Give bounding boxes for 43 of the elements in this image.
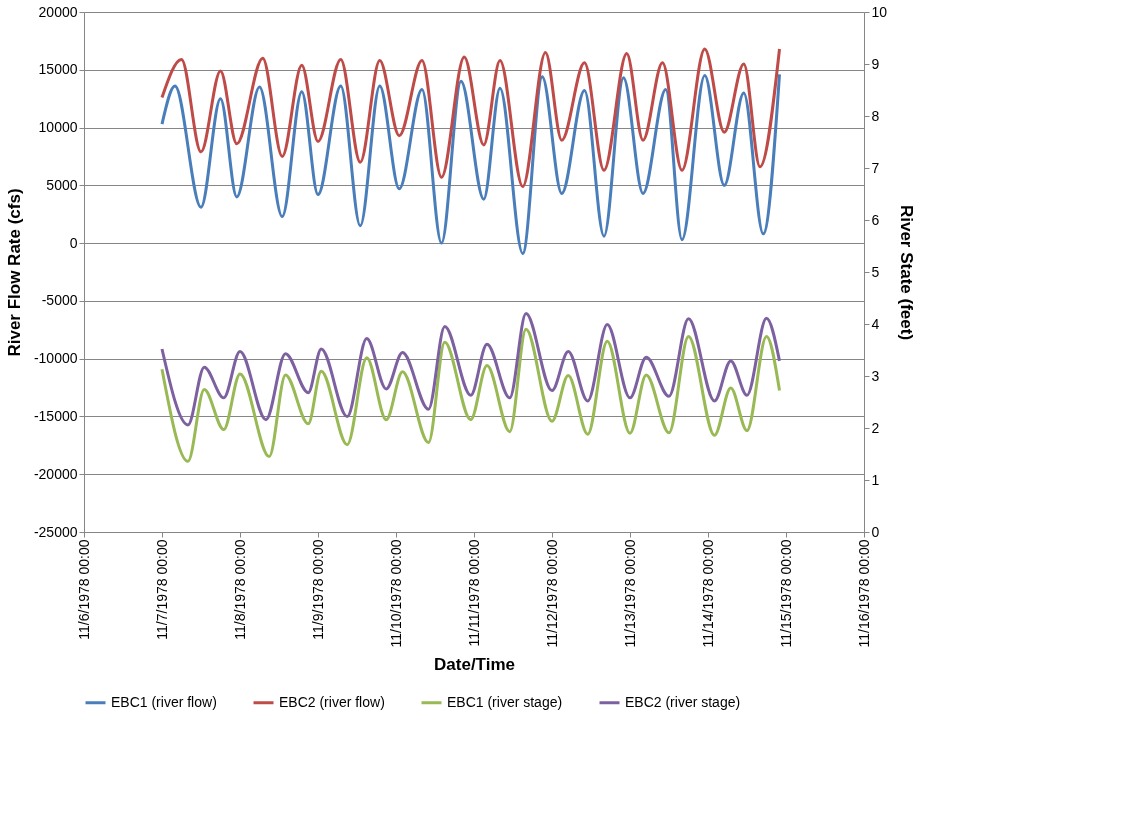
y2-tick-label: 0: [871, 523, 880, 540]
y-tick-label: 5000: [46, 176, 78, 193]
x-tick-label: 11/11/1978 00:00: [465, 539, 482, 647]
x-tick-label: 11/9/1978 00:00: [309, 539, 326, 640]
x-tick-label: 11/12/1978 00:00: [543, 539, 560, 648]
line-series: [160, 327, 781, 463]
y-tick-label: -15000: [33, 407, 78, 424]
x-tick-label: 11/7/1978 00:00: [153, 539, 170, 640]
y-tick-label: 10000: [38, 119, 78, 136]
y-axis-title: River Flow Rate (cfs): [4, 188, 24, 357]
y-tick-label: -10000: [33, 350, 78, 367]
line-series: [160, 47, 781, 188]
y2-tick-label: 10: [871, 3, 888, 20]
y2-tick-label: 1: [871, 471, 880, 488]
y2-tick-label: 8: [871, 107, 880, 124]
legend-label: EBC2 (river flow): [279, 693, 385, 710]
x-tick-label: 11/14/1978 00:00: [699, 539, 716, 648]
y2-tick-label: 6: [871, 211, 880, 228]
x-tick-label: 11/15/1978 00:00: [777, 539, 794, 648]
y-tick-label: 15000: [38, 61, 78, 78]
y-tick-label: 0: [69, 234, 78, 251]
y-tick-label: -5000: [41, 292, 78, 309]
line-series: [160, 72, 781, 256]
y2-tick-label: 5: [871, 263, 880, 280]
legend-label: EBC1 (river flow): [111, 693, 217, 710]
x-tick-label: 11/10/1978 00:00: [387, 539, 404, 648]
x-tick-label: 11/8/1978 00:00: [231, 539, 248, 640]
x-tick-label: 11/16/1978 00:00: [855, 539, 872, 648]
y-tick-label: -20000: [33, 465, 78, 482]
y2-tick-label: 9: [871, 55, 880, 72]
y2-tick-label: 7: [871, 159, 880, 176]
x-tick-label: 11/13/1978 00:00: [621, 539, 638, 648]
x-axis-title: Date/Time: [434, 655, 515, 675]
y-tick-label: 20000: [38, 3, 78, 20]
legend-label: EBC1 (river stage): [447, 693, 563, 710]
line-series: [160, 312, 781, 427]
y-tick-label: -25000: [33, 523, 78, 540]
y2-tick-label: 4: [871, 315, 880, 332]
y2-axis-title: River State (feet): [897, 204, 917, 341]
x-tick-label: 11/6/1978 00:00: [75, 539, 92, 640]
y2-tick-label: 3: [871, 367, 880, 384]
legend-label: EBC2 (river stage): [625, 693, 741, 710]
y2-tick-label: 2: [871, 419, 880, 436]
